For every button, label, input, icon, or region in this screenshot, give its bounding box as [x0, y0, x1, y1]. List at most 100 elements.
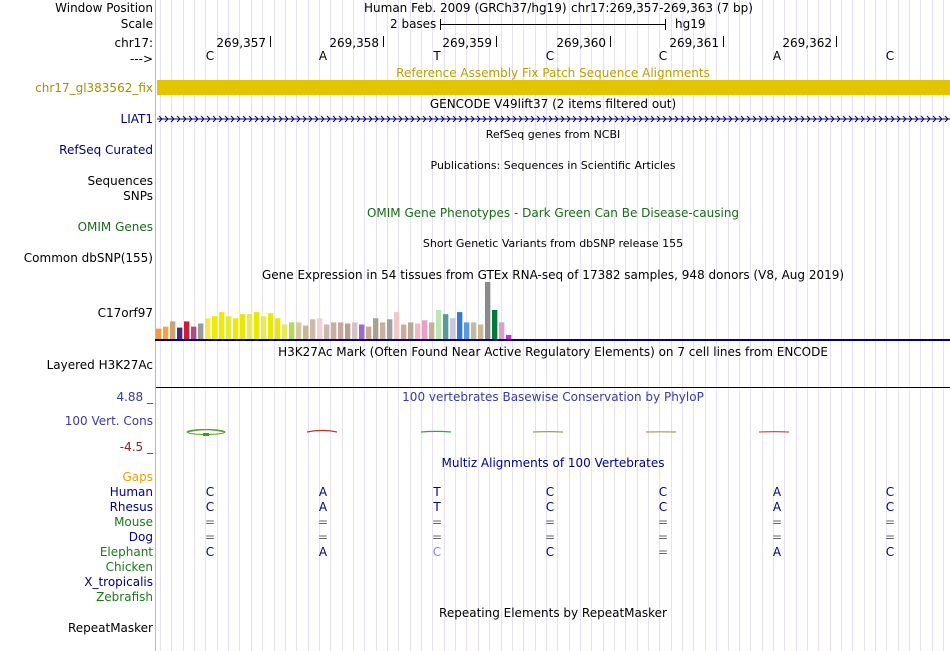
fix-patch-bar[interactable] — [157, 80, 950, 95]
gtex-bar[interactable] — [310, 319, 316, 339]
species-label[interactable]: Zebrafish — [96, 590, 153, 604]
gtex-bar[interactable] — [205, 318, 211, 339]
publications-label[interactable]: Sequences — [87, 174, 153, 188]
gtex-bar[interactable] — [352, 322, 358, 339]
gtex-bar-chart[interactable] — [155, 282, 950, 342]
strand-arrow — [680, 115, 685, 123]
gtex-bar[interactable] — [191, 326, 197, 339]
gtex-bar[interactable] — [359, 324, 365, 340]
strand-arrow — [560, 115, 565, 123]
omim-label[interactable]: OMIM Genes — [77, 220, 153, 234]
species-label[interactable]: Dog — [128, 530, 153, 544]
strand-arrow — [848, 115, 853, 123]
gtex-bar[interactable] — [289, 322, 295, 339]
gtex-bar[interactable] — [212, 316, 218, 339]
snps-label[interactable]: SNPs — [123, 189, 153, 203]
gtex-bar[interactable] — [170, 321, 176, 339]
species-label[interactable]: Human — [109, 485, 153, 499]
gtex-bar[interactable] — [387, 319, 393, 339]
strand-arrow — [920, 115, 925, 123]
gtex-bar[interactable] — [415, 323, 421, 340]
gtex-bar[interactable] — [401, 324, 407, 340]
gtex-bar[interactable] — [184, 321, 190, 339]
species-base: = — [884, 530, 896, 544]
species-base: = — [771, 530, 783, 544]
reference-base: C — [885, 49, 895, 63]
gtex-bar[interactable] — [296, 322, 302, 339]
species-label[interactable]: Mouse — [114, 515, 153, 529]
gtex-bar[interactable] — [198, 323, 204, 340]
strand-arrow — [692, 115, 697, 123]
gtex-bar[interactable] — [394, 312, 400, 339]
gtex-bar[interactable] — [345, 323, 351, 340]
repeatmasker-label[interactable]: RepeatMasker — [67, 621, 153, 635]
gtex-bar[interactable] — [261, 316, 267, 339]
refseq-label[interactable]: RefSeq Curated — [59, 143, 153, 157]
gtex-bar[interactable] — [324, 324, 330, 340]
gtex-bar[interactable] — [233, 318, 239, 339]
species-label[interactable]: Chicken — [105, 560, 153, 574]
strand-arrow — [218, 115, 223, 123]
gtex-bar[interactable] — [163, 326, 169, 339]
gtex-bar[interactable] — [275, 318, 281, 339]
gtex-bar[interactable] — [471, 322, 477, 339]
gtex-bar[interactable] — [226, 316, 232, 339]
axis-tick-mark — [383, 36, 384, 47]
gtex-bar[interactable] — [303, 325, 309, 340]
gtex-bar[interactable] — [254, 312, 260, 339]
gtex-bar[interactable] — [408, 322, 414, 339]
gtex-bar[interactable] — [478, 324, 484, 340]
gtex-bar[interactable] — [436, 310, 442, 339]
gtex-bar[interactable] — [464, 322, 470, 339]
phylop-plot[interactable] — [156, 410, 950, 450]
guide-line — [920, 0, 921, 651]
species-base: A — [318, 545, 328, 559]
gtex-bar[interactable] — [492, 310, 498, 339]
guide-line — [932, 0, 933, 651]
gtex-bar[interactable] — [457, 312, 463, 339]
gtex-bar[interactable] — [317, 318, 323, 339]
gtex-bar[interactable] — [380, 322, 386, 339]
gencode-label[interactable]: LIAT1 — [120, 112, 153, 126]
guide-line — [784, 0, 785, 651]
gtex-bar[interactable] — [443, 314, 449, 339]
species-base: A — [772, 545, 782, 559]
guide-line — [728, 0, 729, 651]
gaps-label[interactable]: Gaps — [122, 470, 153, 484]
strand-arrow — [674, 115, 679, 123]
strand-arrow — [290, 115, 295, 123]
gtex-bar[interactable] — [338, 322, 344, 339]
species-label[interactable]: X_tropicalis — [84, 575, 153, 589]
gtex-bar[interactable] — [156, 328, 162, 339]
species-base: C — [885, 545, 895, 559]
gtex-bar[interactable] — [499, 322, 505, 339]
strand-arrow — [608, 115, 613, 123]
gtex-bar[interactable] — [366, 326, 372, 339]
gtex-bar[interactable] — [506, 334, 512, 339]
guide-line — [773, 0, 774, 651]
gencode-gene-line[interactable] — [157, 113, 950, 125]
gtex-bar[interactable] — [373, 318, 379, 339]
h3k27ac-label[interactable]: Layered H3K27Ac — [46, 358, 153, 372]
gtex-bar[interactable] — [268, 313, 274, 339]
strand-arrow — [896, 115, 901, 123]
dbsnp-label[interactable]: Common dbSNP(155) — [23, 251, 153, 265]
gtex-bar[interactable] — [422, 320, 428, 339]
fix-patch-label[interactable]: chr17_gl383562_fix — [35, 81, 153, 95]
strand-arrow — [356, 115, 361, 123]
strand-arrow — [788, 115, 793, 123]
gtex-bar[interactable] — [247, 314, 253, 339]
species-label[interactable]: Elephant — [99, 545, 153, 559]
gtex-bar[interactable] — [219, 312, 225, 339]
gtex-label[interactable]: C17orf97 — [97, 306, 153, 320]
gtex-bar[interactable] — [282, 324, 288, 340]
gtex-bar[interactable] — [450, 318, 456, 339]
phylop-label[interactable]: 100 Vert. Cons — [64, 414, 153, 428]
gtex-bar[interactable] — [240, 314, 246, 339]
gtex-bar[interactable] — [485, 282, 491, 339]
gtex-bar[interactable] — [331, 322, 337, 339]
gtex-bar[interactable] — [429, 322, 435, 339]
gtex-bar[interactable] — [177, 327, 183, 339]
species-label[interactable]: Rhesus — [109, 500, 153, 514]
